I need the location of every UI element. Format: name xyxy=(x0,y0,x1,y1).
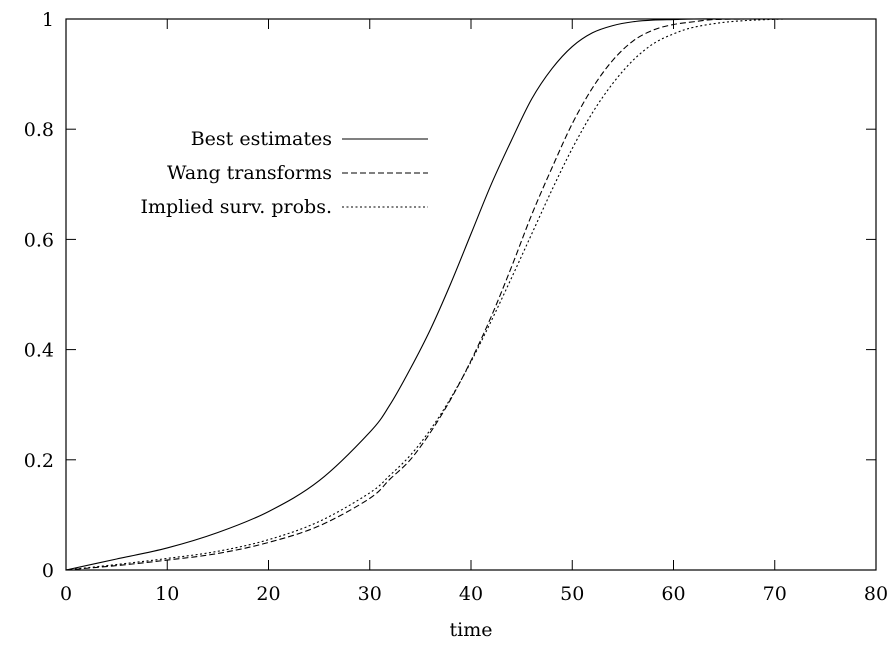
y-tick-label: 0.8 xyxy=(24,119,54,141)
legend-label-wang-transforms: Wang transforms xyxy=(167,162,332,184)
legend-label-best-estimates: Best estimates xyxy=(191,128,332,150)
x-tick-label: 70 xyxy=(763,583,787,605)
x-axis-label: time xyxy=(450,619,493,641)
tick-labels: 0 10 20 30 40 50 60 70 80 0 0.2 0.4 0.6 0.8 1 xyxy=(24,9,888,605)
x-tick-label: 30 xyxy=(358,583,382,605)
x-tick-label: 20 xyxy=(256,583,280,605)
x-tick-label: 40 xyxy=(459,583,483,605)
x-tick-label: 80 xyxy=(864,583,888,605)
x-tick-label: 10 xyxy=(155,583,179,605)
y-tick-label: 1 xyxy=(42,9,54,31)
plot-border xyxy=(65,18,877,571)
series-line-implied-surv-probs xyxy=(65,18,785,571)
x-tick-label: 50 xyxy=(560,583,584,605)
legend-label-implied-surv-probs: Implied surv. probs. xyxy=(140,196,332,218)
series-lines xyxy=(65,18,785,571)
y-tick-label: 0.4 xyxy=(24,340,54,362)
series-line-wang-transforms xyxy=(65,18,745,571)
plot-frame xyxy=(65,18,877,571)
y-tick-label: 0.6 xyxy=(24,229,54,251)
x-tick-label: 60 xyxy=(661,583,685,605)
x-tick-label: 0 xyxy=(60,583,72,605)
series-line-best-estimates xyxy=(65,18,725,571)
legend: Best estimates Wang transforms Implied sur… xyxy=(140,128,428,218)
y-tick-label: 0.2 xyxy=(24,450,54,472)
y-tick-label: 0 xyxy=(42,560,54,582)
axis-ticks xyxy=(66,19,876,570)
